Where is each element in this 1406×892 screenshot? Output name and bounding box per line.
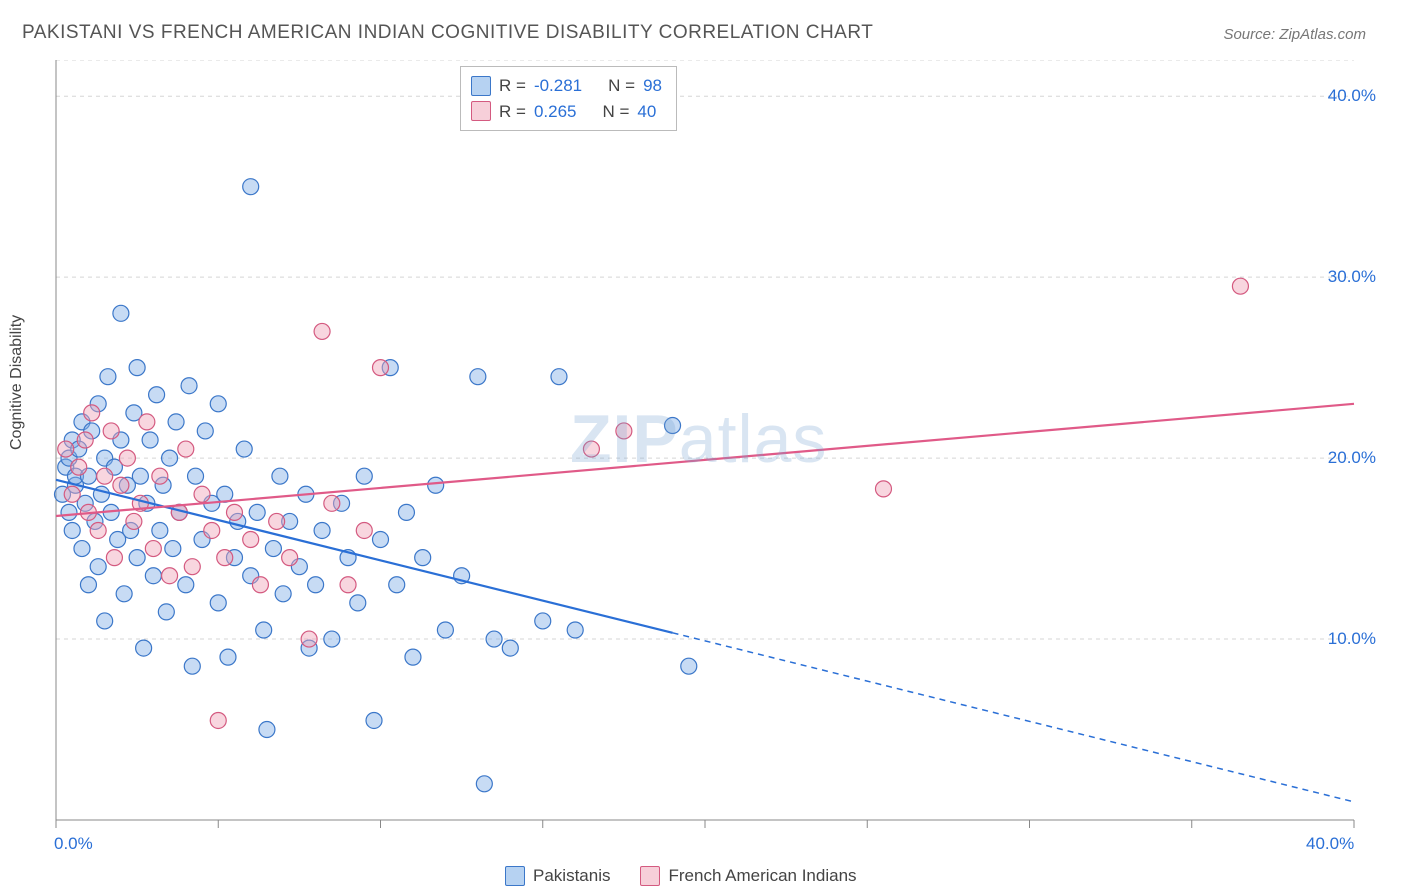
stats-box: R = -0.281 N = 98 R = 0.265 N = 40 [460,66,677,131]
y-tick-label: 30.0% [1328,267,1376,287]
stat-r-label: R = [499,73,526,99]
stat-r-label: R = [499,99,526,125]
legend: Pakistanis French American Indians [505,866,857,886]
stat-n-value: 40 [637,99,656,125]
x-tick-label: 40.0% [1306,834,1354,854]
legend-item: French American Indians [640,866,856,886]
swatch-icon [471,76,491,96]
swatch-icon [471,101,491,121]
y-axis-label: Cognitive Disability [8,315,26,450]
watermark-bold: ZIP [570,401,679,477]
watermark: ZIPatlas [570,400,827,478]
stats-row: R = -0.281 N = 98 [471,73,662,99]
source-text: Source: ZipAtlas.com [1223,26,1366,43]
stat-n-label: N = [608,73,635,99]
legend-label: French American Indians [668,866,856,886]
chart-title: PAKISTANI VS FRENCH AMERICAN INDIAN COGN… [22,22,873,44]
swatch-icon [640,866,660,886]
stat-r-value: 0.265 [534,99,577,125]
stat-r-value: -0.281 [534,73,582,99]
swatch-icon [505,866,525,886]
stat-n-label: N = [602,99,629,125]
y-tick-label: 40.0% [1328,86,1376,106]
watermark-thin: atlas [679,401,828,477]
stats-row: R = 0.265 N = 40 [471,99,662,125]
x-tick-label: 0.0% [54,834,93,854]
y-tick-label: 10.0% [1328,629,1376,649]
legend-label: Pakistanis [533,866,610,886]
legend-item: Pakistanis [505,866,610,886]
stat-n-value: 98 [643,73,662,99]
y-tick-label: 20.0% [1328,448,1376,468]
